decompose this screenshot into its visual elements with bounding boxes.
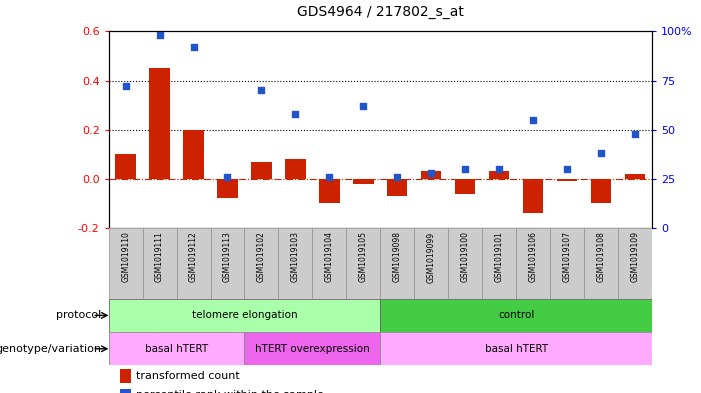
Text: GSM1019099: GSM1019099 bbox=[427, 231, 436, 283]
Point bbox=[460, 166, 471, 172]
Bar bbox=[177, 228, 210, 299]
Text: GSM1019104: GSM1019104 bbox=[325, 231, 334, 283]
Point bbox=[392, 174, 403, 180]
Bar bbox=[381, 228, 414, 299]
Bar bbox=[381, 332, 652, 365]
Bar bbox=[184, 130, 204, 179]
Point bbox=[358, 103, 369, 109]
Text: transformed count: transformed count bbox=[136, 371, 240, 382]
Bar bbox=[245, 332, 381, 365]
Text: GDS4964 / 217802_s_at: GDS4964 / 217802_s_at bbox=[297, 5, 464, 19]
Bar bbox=[109, 228, 652, 299]
Bar bbox=[278, 228, 313, 299]
Text: basal hTERT: basal hTERT bbox=[484, 344, 547, 354]
Text: GSM1019102: GSM1019102 bbox=[257, 231, 266, 282]
Bar bbox=[109, 228, 142, 299]
Bar bbox=[489, 171, 510, 179]
Point bbox=[188, 44, 199, 50]
Bar bbox=[119, 389, 132, 393]
Text: GSM1019106: GSM1019106 bbox=[529, 231, 538, 283]
Bar bbox=[210, 228, 245, 299]
Bar bbox=[109, 332, 245, 365]
Text: basal hTERT: basal hTERT bbox=[145, 344, 208, 354]
Point bbox=[290, 111, 301, 117]
Point bbox=[494, 166, 505, 172]
Bar bbox=[591, 179, 611, 204]
Bar bbox=[313, 228, 346, 299]
Text: GSM1019103: GSM1019103 bbox=[291, 231, 300, 283]
Text: control: control bbox=[498, 310, 534, 320]
Point bbox=[324, 174, 335, 180]
Text: GSM1019107: GSM1019107 bbox=[562, 231, 571, 283]
Bar bbox=[217, 179, 238, 198]
Point bbox=[154, 32, 165, 39]
Point bbox=[426, 170, 437, 176]
Bar bbox=[346, 228, 380, 299]
Text: GSM1019098: GSM1019098 bbox=[393, 231, 402, 283]
Bar bbox=[149, 68, 170, 179]
Bar bbox=[625, 174, 645, 179]
Text: GSM1019111: GSM1019111 bbox=[155, 231, 164, 282]
Text: percentile rank within the sample: percentile rank within the sample bbox=[136, 390, 324, 393]
Bar bbox=[482, 228, 516, 299]
Point bbox=[120, 83, 131, 90]
Bar bbox=[584, 228, 618, 299]
Text: telomere elongation: telomere elongation bbox=[191, 310, 297, 320]
Bar bbox=[251, 162, 272, 179]
Text: GSM1019101: GSM1019101 bbox=[495, 231, 503, 282]
Point bbox=[562, 166, 573, 172]
Bar bbox=[557, 179, 577, 181]
Point bbox=[256, 87, 267, 94]
Text: genotype/variation: genotype/variation bbox=[0, 344, 102, 354]
Point bbox=[222, 174, 233, 180]
Bar bbox=[381, 299, 652, 332]
Bar bbox=[116, 154, 136, 179]
Bar bbox=[448, 228, 482, 299]
Bar bbox=[550, 228, 584, 299]
Text: GSM1019112: GSM1019112 bbox=[189, 231, 198, 282]
Text: GSM1019113: GSM1019113 bbox=[223, 231, 232, 282]
Bar bbox=[421, 171, 442, 179]
Bar bbox=[285, 159, 306, 179]
Bar bbox=[618, 228, 652, 299]
Bar bbox=[414, 228, 448, 299]
Bar bbox=[142, 228, 177, 299]
Text: hTERT overexpression: hTERT overexpression bbox=[255, 344, 369, 354]
Point bbox=[527, 117, 538, 123]
Point bbox=[629, 130, 641, 137]
Bar bbox=[523, 179, 543, 213]
Bar bbox=[516, 228, 550, 299]
Text: GSM1019110: GSM1019110 bbox=[121, 231, 130, 282]
Point bbox=[595, 150, 606, 156]
Text: GSM1019109: GSM1019109 bbox=[630, 231, 639, 283]
Bar bbox=[109, 299, 381, 332]
Text: GSM1019108: GSM1019108 bbox=[597, 231, 606, 282]
Text: GSM1019100: GSM1019100 bbox=[461, 231, 470, 283]
Text: protocol: protocol bbox=[56, 310, 102, 320]
Bar bbox=[119, 369, 132, 383]
Bar bbox=[455, 179, 475, 193]
Bar bbox=[319, 179, 339, 204]
Bar bbox=[245, 228, 278, 299]
Bar bbox=[387, 179, 407, 196]
Text: GSM1019105: GSM1019105 bbox=[359, 231, 368, 283]
Bar bbox=[353, 179, 374, 184]
